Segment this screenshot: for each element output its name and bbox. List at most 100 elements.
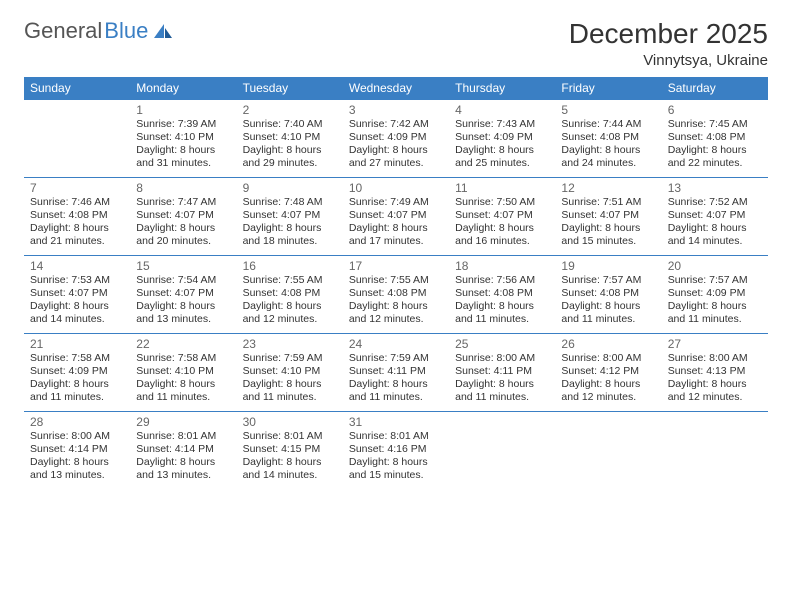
day-info: Sunrise: 7:51 AMSunset: 4:07 PMDaylight:… bbox=[561, 196, 655, 249]
sunrise-text: Sunrise: 7:49 AM bbox=[349, 196, 443, 209]
calendar-cell: 1Sunrise: 7:39 AMSunset: 4:10 PMDaylight… bbox=[130, 100, 236, 178]
sunset-text: Sunset: 4:07 PM bbox=[30, 287, 124, 300]
sunset-text: Sunset: 4:08 PM bbox=[455, 287, 549, 300]
day-info: Sunrise: 7:57 AMSunset: 4:09 PMDaylight:… bbox=[668, 274, 762, 327]
calendar-cell: 8Sunrise: 7:47 AMSunset: 4:07 PMDaylight… bbox=[130, 178, 236, 256]
sunrise-text: Sunrise: 7:44 AM bbox=[561, 118, 655, 131]
weekday-header: Wednesday bbox=[343, 77, 449, 100]
daylight-text: Daylight: 8 hours and 13 minutes. bbox=[136, 300, 230, 326]
sunrise-text: Sunrise: 7:39 AM bbox=[136, 118, 230, 131]
daylight-text: Daylight: 8 hours and 13 minutes. bbox=[136, 456, 230, 482]
daylight-text: Daylight: 8 hours and 25 minutes. bbox=[455, 144, 549, 170]
sunset-text: Sunset: 4:08 PM bbox=[668, 131, 762, 144]
calendar-cell: 22Sunrise: 7:58 AMSunset: 4:10 PMDayligh… bbox=[130, 334, 236, 412]
day-info: Sunrise: 7:59 AMSunset: 4:10 PMDaylight:… bbox=[243, 352, 337, 405]
daylight-text: Daylight: 8 hours and 20 minutes. bbox=[136, 222, 230, 248]
title-block: December 2025 Vinnytsya, Ukraine bbox=[569, 18, 768, 69]
header: GeneralBlue December 2025 Vinnytsya, Ukr… bbox=[24, 18, 768, 69]
day-number: 16 bbox=[243, 259, 337, 273]
day-info: Sunrise: 7:59 AMSunset: 4:11 PMDaylight:… bbox=[349, 352, 443, 405]
day-number: 8 bbox=[136, 181, 230, 195]
day-number: 2 bbox=[243, 103, 337, 117]
sunrise-text: Sunrise: 7:43 AM bbox=[455, 118, 549, 131]
sunset-text: Sunset: 4:10 PM bbox=[136, 365, 230, 378]
day-info: Sunrise: 7:43 AMSunset: 4:09 PMDaylight:… bbox=[455, 118, 549, 171]
daylight-text: Daylight: 8 hours and 14 minutes. bbox=[30, 300, 124, 326]
sunrise-text: Sunrise: 7:56 AM bbox=[455, 274, 549, 287]
month-title: December 2025 bbox=[569, 18, 768, 50]
sunset-text: Sunset: 4:07 PM bbox=[349, 209, 443, 222]
day-number: 21 bbox=[30, 337, 124, 351]
daylight-text: Daylight: 8 hours and 16 minutes. bbox=[455, 222, 549, 248]
sunset-text: Sunset: 4:07 PM bbox=[136, 287, 230, 300]
day-info: Sunrise: 7:52 AMSunset: 4:07 PMDaylight:… bbox=[668, 196, 762, 249]
day-info: Sunrise: 7:53 AMSunset: 4:07 PMDaylight:… bbox=[30, 274, 124, 327]
day-number: 25 bbox=[455, 337, 549, 351]
sunrise-text: Sunrise: 7:45 AM bbox=[668, 118, 762, 131]
sunset-text: Sunset: 4:16 PM bbox=[349, 443, 443, 456]
calendar-cell: 12Sunrise: 7:51 AMSunset: 4:07 PMDayligh… bbox=[555, 178, 661, 256]
logo-text-2: Blue bbox=[104, 18, 148, 44]
calendar-cell: 25Sunrise: 8:00 AMSunset: 4:11 PMDayligh… bbox=[449, 334, 555, 412]
day-info: Sunrise: 7:55 AMSunset: 4:08 PMDaylight:… bbox=[349, 274, 443, 327]
day-number: 9 bbox=[243, 181, 337, 195]
logo-text-1: General bbox=[24, 18, 102, 44]
day-number: 18 bbox=[455, 259, 549, 273]
calendar-cell: 2Sunrise: 7:40 AMSunset: 4:10 PMDaylight… bbox=[237, 100, 343, 178]
sunset-text: Sunset: 4:10 PM bbox=[243, 365, 337, 378]
daylight-text: Daylight: 8 hours and 13 minutes. bbox=[30, 456, 124, 482]
daylight-text: Daylight: 8 hours and 22 minutes. bbox=[668, 144, 762, 170]
logo-sail-icon bbox=[152, 22, 174, 40]
day-number: 27 bbox=[668, 337, 762, 351]
calendar-cell: 13Sunrise: 7:52 AMSunset: 4:07 PMDayligh… bbox=[662, 178, 768, 256]
sunrise-text: Sunrise: 7:51 AM bbox=[561, 196, 655, 209]
sunset-text: Sunset: 4:12 PM bbox=[561, 365, 655, 378]
sunset-text: Sunset: 4:15 PM bbox=[243, 443, 337, 456]
daylight-text: Daylight: 8 hours and 11 minutes. bbox=[561, 300, 655, 326]
sunset-text: Sunset: 4:07 PM bbox=[455, 209, 549, 222]
day-info: Sunrise: 7:46 AMSunset: 4:08 PMDaylight:… bbox=[30, 196, 124, 249]
calendar-cell: 29Sunrise: 8:01 AMSunset: 4:14 PMDayligh… bbox=[130, 412, 236, 490]
day-info: Sunrise: 8:00 AMSunset: 4:12 PMDaylight:… bbox=[561, 352, 655, 405]
sunrise-text: Sunrise: 7:59 AM bbox=[349, 352, 443, 365]
daylight-text: Daylight: 8 hours and 14 minutes. bbox=[668, 222, 762, 248]
daylight-text: Daylight: 8 hours and 17 minutes. bbox=[349, 222, 443, 248]
day-number: 17 bbox=[349, 259, 443, 273]
calendar-cell: 7Sunrise: 7:46 AMSunset: 4:08 PMDaylight… bbox=[24, 178, 130, 256]
weekday-header: Sunday bbox=[24, 77, 130, 100]
calendar-cell: 27Sunrise: 8:00 AMSunset: 4:13 PMDayligh… bbox=[662, 334, 768, 412]
sunrise-text: Sunrise: 7:42 AM bbox=[349, 118, 443, 131]
sunrise-text: Sunrise: 7:40 AM bbox=[243, 118, 337, 131]
calendar-cell: 10Sunrise: 7:49 AMSunset: 4:07 PMDayligh… bbox=[343, 178, 449, 256]
day-number: 10 bbox=[349, 181, 443, 195]
day-number: 26 bbox=[561, 337, 655, 351]
daylight-text: Daylight: 8 hours and 24 minutes. bbox=[561, 144, 655, 170]
day-number: 20 bbox=[668, 259, 762, 273]
calendar-week-row: 1Sunrise: 7:39 AMSunset: 4:10 PMDaylight… bbox=[24, 100, 768, 178]
sunrise-text: Sunrise: 8:01 AM bbox=[243, 430, 337, 443]
day-number: 7 bbox=[30, 181, 124, 195]
calendar-cell: 23Sunrise: 7:59 AMSunset: 4:10 PMDayligh… bbox=[237, 334, 343, 412]
day-info: Sunrise: 7:42 AMSunset: 4:09 PMDaylight:… bbox=[349, 118, 443, 171]
calendar-body: 1Sunrise: 7:39 AMSunset: 4:10 PMDaylight… bbox=[24, 100, 768, 490]
day-number: 23 bbox=[243, 337, 337, 351]
sunrise-text: Sunrise: 8:00 AM bbox=[30, 430, 124, 443]
daylight-text: Daylight: 8 hours and 14 minutes. bbox=[243, 456, 337, 482]
day-info: Sunrise: 7:55 AMSunset: 4:08 PMDaylight:… bbox=[243, 274, 337, 327]
daylight-text: Daylight: 8 hours and 12 minutes. bbox=[561, 378, 655, 404]
sunset-text: Sunset: 4:11 PM bbox=[455, 365, 549, 378]
sunrise-text: Sunrise: 7:54 AM bbox=[136, 274, 230, 287]
day-number: 11 bbox=[455, 181, 549, 195]
sunrise-text: Sunrise: 8:00 AM bbox=[561, 352, 655, 365]
sunset-text: Sunset: 4:07 PM bbox=[561, 209, 655, 222]
calendar-table: SundayMondayTuesdayWednesdayThursdayFrid… bbox=[24, 77, 768, 490]
daylight-text: Daylight: 8 hours and 12 minutes. bbox=[668, 378, 762, 404]
calendar-cell: 20Sunrise: 7:57 AMSunset: 4:09 PMDayligh… bbox=[662, 256, 768, 334]
day-number: 30 bbox=[243, 415, 337, 429]
sunset-text: Sunset: 4:09 PM bbox=[668, 287, 762, 300]
calendar-cell bbox=[24, 100, 130, 178]
day-number: 14 bbox=[30, 259, 124, 273]
sunrise-text: Sunrise: 7:50 AM bbox=[455, 196, 549, 209]
daylight-text: Daylight: 8 hours and 31 minutes. bbox=[136, 144, 230, 170]
calendar-cell: 11Sunrise: 7:50 AMSunset: 4:07 PMDayligh… bbox=[449, 178, 555, 256]
